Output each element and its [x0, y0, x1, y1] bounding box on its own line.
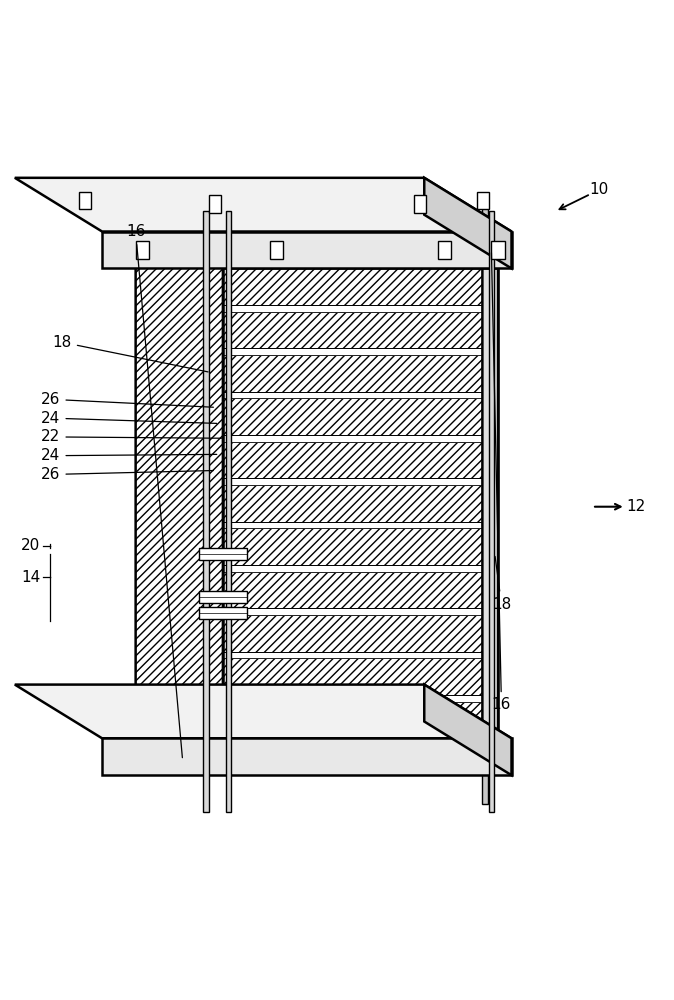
Polygon shape — [135, 215, 223, 738]
Polygon shape — [102, 232, 512, 268]
Text: 24: 24 — [41, 448, 217, 463]
Text: 12: 12 — [626, 499, 645, 514]
Polygon shape — [15, 178, 512, 232]
Text: 26: 26 — [41, 467, 214, 482]
Bar — [204, 211, 209, 812]
Polygon shape — [424, 178, 512, 268]
Polygon shape — [223, 435, 498, 442]
Polygon shape — [223, 312, 498, 348]
Polygon shape — [223, 658, 498, 695]
Polygon shape — [223, 398, 498, 435]
Bar — [226, 211, 231, 812]
Polygon shape — [223, 478, 498, 485]
Text: 26: 26 — [41, 392, 214, 407]
Bar — [491, 241, 505, 259]
Bar — [477, 192, 489, 209]
Polygon shape — [424, 685, 512, 775]
Polygon shape — [15, 685, 512, 738]
Text: 24: 24 — [41, 411, 217, 426]
Polygon shape — [223, 608, 498, 615]
Bar — [489, 211, 494, 812]
Bar — [415, 195, 426, 213]
Polygon shape — [223, 305, 498, 312]
Polygon shape — [223, 652, 498, 658]
Polygon shape — [223, 615, 498, 652]
Polygon shape — [223, 572, 498, 608]
Text: 22: 22 — [41, 429, 222, 444]
Polygon shape — [223, 348, 498, 355]
Polygon shape — [223, 695, 498, 702]
Text: 16: 16 — [126, 224, 183, 758]
Text: 18: 18 — [492, 556, 511, 612]
Polygon shape — [223, 702, 498, 738]
Bar — [199, 591, 247, 603]
Bar — [437, 241, 451, 259]
Polygon shape — [223, 522, 498, 528]
Polygon shape — [223, 442, 498, 478]
Text: 10: 10 — [589, 182, 609, 197]
Bar — [270, 241, 283, 259]
Polygon shape — [223, 392, 498, 398]
Bar — [135, 241, 149, 259]
Polygon shape — [223, 355, 498, 392]
Bar — [209, 195, 221, 213]
Polygon shape — [102, 738, 512, 775]
Polygon shape — [223, 485, 498, 522]
Text: 20: 20 — [21, 538, 40, 553]
Polygon shape — [223, 268, 498, 305]
Polygon shape — [483, 259, 498, 738]
Bar — [483, 203, 488, 804]
Polygon shape — [223, 565, 498, 572]
Text: 18: 18 — [53, 335, 208, 372]
Polygon shape — [223, 528, 498, 565]
Bar — [80, 192, 92, 209]
Bar — [199, 607, 247, 619]
Bar — [199, 548, 247, 560]
Text: 14: 14 — [21, 570, 40, 585]
Text: 16: 16 — [491, 253, 511, 712]
